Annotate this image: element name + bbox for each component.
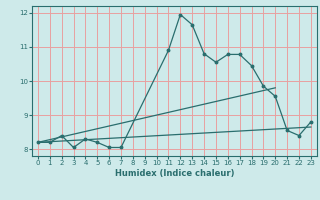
X-axis label: Humidex (Indice chaleur): Humidex (Indice chaleur) bbox=[115, 169, 234, 178]
